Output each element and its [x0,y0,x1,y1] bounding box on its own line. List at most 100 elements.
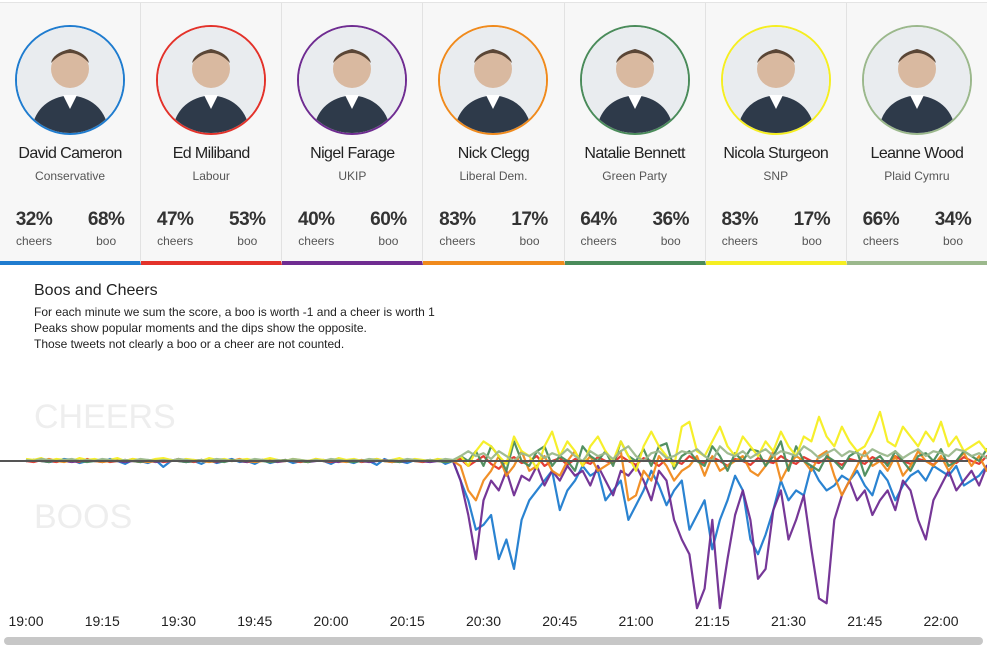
boo-stat: 36% boo [641,209,701,248]
x-tick-label: 19:15 [85,613,120,629]
boo-stat: 53% boo [217,209,277,248]
candidate-name: Ed Miliband [172,145,251,162]
cheers-stat: 40% cheers [286,209,346,248]
candidate-party: UKIP [338,169,367,183]
cheers-percent: 66% [862,209,900,230]
natalie-bennett-portrait-icon [581,27,688,133]
boo-label: boo [237,234,258,248]
boo-percent: 17% [511,209,548,230]
cheers-stat: 32% cheers [4,209,64,248]
x-tick-label: 20:15 [390,613,425,629]
boo-stat: 68% boo [76,209,136,248]
candidate-cards: David Cameron Conservative 32% cheers 68… [0,2,987,265]
boo-label: boo [519,234,540,248]
nick-clegg-portrait-icon [440,27,547,133]
x-tick-label: 21:45 [847,613,882,629]
candidate-party: Conservative [35,169,106,183]
avatar [156,25,267,135]
x-tick-label: 20:30 [466,613,501,629]
cheers-watermark: CHEERS [34,398,176,436]
x-tick-label: 21:15 [695,613,730,629]
x-tick-label: 19:30 [161,613,196,629]
candidate-party: Plaid Cymru [884,169,950,183]
candidate-name: Natalie Bennett [584,145,685,162]
boo-label: boo [801,234,822,248]
avatar [720,25,831,135]
cheers-percent: 64% [580,209,617,230]
boo-label: boo [660,234,681,248]
boo-stat: 17% boo [782,209,842,248]
candidate-card[interactable]: Natalie Bennett Green Party 64% cheers 3… [564,3,706,265]
cheers-percent: 83% [721,209,758,230]
candidate-card[interactable]: Ed Miliband Labour 47% cheers 53% boo [141,3,283,265]
candidate-name: David Cameron [18,145,122,162]
chart-title: Boos and Cheers [34,282,158,299]
candidate-card[interactable]: David Cameron Conservative 32% cheers 68… [0,3,142,265]
cheers-label: cheers [15,234,53,248]
boo-stat: 60% boo [358,209,418,248]
avatar [579,25,690,135]
cheers-percent: 83% [439,209,476,230]
cheers-percent: 47% [156,209,194,230]
cheers-stat: 83% cheers [710,209,770,248]
candidate-card[interactable]: Nicola Sturgeon SNP 83% cheers 17% boo [705,3,847,265]
candidate-name: Leanne Wood [870,145,964,162]
chart-note-2: Peaks show popular moments and the dips … [34,321,367,335]
cheers-label: cheers [439,234,476,248]
boos-watermark: BOOS [34,498,132,536]
cheers-stat: 83% cheers [427,209,487,248]
boo-percent: 60% [370,209,407,230]
series-line-natalie-bennett [25,440,987,477]
x-tick-label: 21:30 [771,613,806,629]
candidate-card[interactable]: Nick Clegg Liberal Dem. 83% cheers 17% b… [423,3,565,265]
boos-cheers-chart: CHEERS BOOS 19:00 19:15 19:30 19:45 20:00 20:15… [0,398,987,629]
cheers-percent: 40% [298,209,335,230]
x-tick-label: 21:00 [618,613,653,629]
boo-stat: 34% boo [923,209,983,248]
avatar [861,25,972,135]
candidate-card[interactable]: Leanne Wood Plaid Cymru 66% cheers 34% b… [846,3,987,265]
ed-miliband-portrait-icon [158,27,265,133]
cheers-stat: 66% cheers [851,209,911,248]
chart-note-1: For each minute we sum the score, a boo … [34,305,435,319]
boo-percent: 17% [793,209,831,230]
cheers-percent: 32% [15,209,53,230]
avatar [297,25,408,135]
chart-note-3: Those tweets not clearly a boo or a chee… [34,337,345,351]
boo-percent: 53% [229,209,266,230]
avatar [438,25,549,135]
candidate-party: SNP [763,169,789,183]
candidate-name: Nick Clegg [457,145,530,162]
x-tick-label: 19:00 [8,613,43,629]
cheers-label: cheers [580,234,617,248]
series-line-nigel-farage [25,458,987,610]
cheers-label: cheers [157,234,194,248]
nicola-sturgeon-portrait-icon [722,27,829,133]
cheers-stat: 64% cheers [569,209,629,248]
x-tick-label: 20:00 [313,613,348,629]
candidate-name: Nicola Sturgeon [723,145,829,162]
horizontal-scrollbar[interactable] [4,637,983,645]
boo-percent: 36% [652,209,689,230]
boo-label: boo [96,234,117,248]
candidate-card[interactable]: Nigel Farage UKIP 40% cheers 60% boo [282,3,424,265]
boo-percent: 34% [934,209,972,230]
boo-stat: 17% boo [500,209,560,248]
boo-label: boo [378,234,399,248]
x-tick-label: 19:45 [237,613,272,629]
cheers-label: cheers [298,234,335,248]
boo-label: boo [942,234,963,248]
x-tick-label: 22:00 [923,613,958,629]
nigel-farage-portrait-icon [299,27,406,133]
candidate-party: Labour [192,169,230,183]
boo-percent: 68% [87,209,125,230]
cheers-stat: 47% cheers [145,209,205,248]
cheers-label: cheers [862,234,899,248]
david-cameron-portrait-icon [17,27,124,133]
x-tick-label: 20:45 [542,613,577,629]
leanne-wood-portrait-icon [863,27,970,133]
candidate-name: Nigel Farage [310,145,395,162]
candidate-party: Green Party [602,169,667,183]
candidate-party: Liberal Dem. [459,169,528,183]
avatar [15,25,126,135]
